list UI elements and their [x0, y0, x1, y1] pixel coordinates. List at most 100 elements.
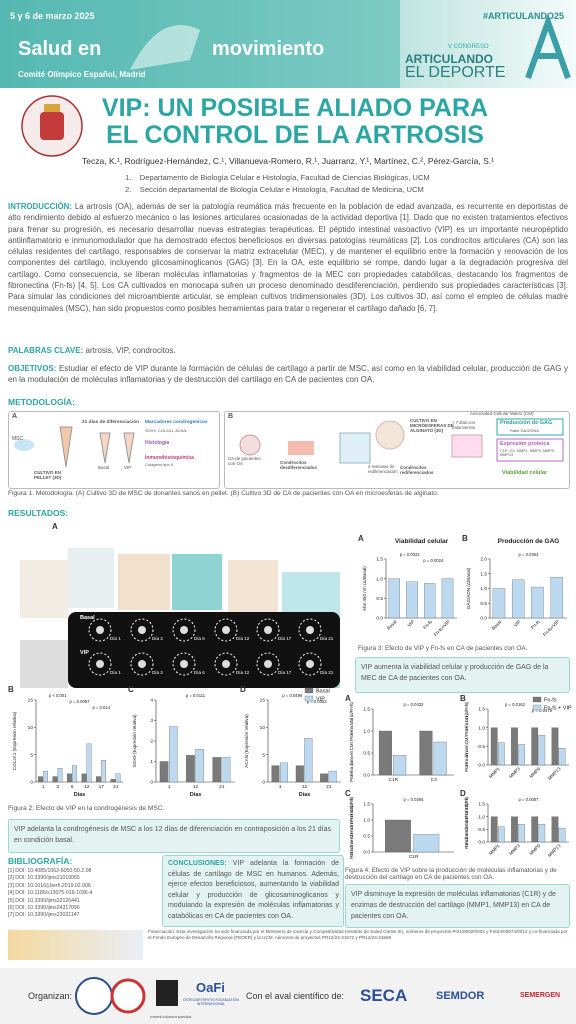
conclusion-box: VIP aumenta la viabilidad celular y prod… [355, 657, 570, 693]
y-tick-label: 10 [260, 725, 266, 731]
bar [52, 776, 58, 783]
chart-title: Producción de GAG [498, 538, 560, 545]
chart: B COL2A1 (Expresión relativa) 0 5 10 15 1 3 6 12 1… [8, 685, 123, 798]
y-tick-label: 15 [260, 698, 266, 704]
y-tick-label: 0.0 [376, 616, 383, 622]
organizer-logos [75, 977, 178, 1015]
day-label: Día 12 [236, 670, 250, 675]
y-tick-label: 0.5 [363, 751, 370, 757]
reference: [5] DOI: 10.3390/ijms22126441 [8, 897, 80, 904]
bar [280, 762, 288, 783]
pellet [180, 660, 188, 668]
logo-text: COMITÉ OLÍMPICO ESPAÑOL [150, 1015, 192, 1019]
day-label: Día 21 [320, 670, 334, 675]
x-axis-label: Días [74, 792, 86, 798]
x-tick-label: C3 [431, 777, 437, 783]
panel-label: D [460, 789, 466, 798]
x-tick-label: MMP1 [488, 766, 501, 779]
zoom-ring [130, 618, 154, 642]
zoom-ring [88, 652, 112, 676]
y-tick-label: 1.0 [480, 586, 487, 592]
y-tick-label: 1.0 [363, 729, 370, 735]
x-tick-label: 1 [168, 784, 171, 790]
footer-label: Organizan: [28, 991, 73, 1001]
header-band [0, 0, 400, 88]
y-tick-label: 5 [262, 752, 265, 758]
microscopy-panel: Día 1 Día 3 Día 6 Día 12 Día 17 Día 21 Día 1 Dí… [20, 548, 340, 688]
bar [101, 759, 106, 783]
athlete [130, 25, 200, 70]
logo-text: SEMERGEN [520, 992, 561, 999]
bar [271, 765, 280, 783]
x-tick-label: 12 [193, 784, 199, 790]
y-tick-label: 0.0 [363, 850, 370, 856]
x-tick-label: 17 [99, 784, 105, 790]
zoom-ring [256, 618, 280, 642]
label: C1R, C3, MMP1, MMP3, MMP9, MMP13 [500, 449, 555, 457]
bar [38, 776, 43, 783]
label: Condrocitos rediferenciados [400, 465, 434, 475]
x-tick-label: Basal [491, 619, 503, 631]
bar [518, 744, 525, 766]
pellet [96, 660, 104, 668]
bar [221, 757, 231, 783]
bar [96, 776, 101, 783]
logo [110, 978, 146, 1014]
bar [538, 824, 546, 843]
footer-label: Con el aval científico de: [246, 991, 345, 1001]
legend-swatch [532, 696, 542, 703]
venue: Comité Olímpico Español, Madrid [18, 70, 146, 79]
x-tick-label: 6 [71, 784, 74, 790]
bar [441, 578, 454, 619]
bar [195, 749, 204, 783]
x-tick-label: MMP13 [547, 843, 562, 858]
day-label: Día 6 [194, 636, 205, 641]
congress-name: ARTICULANDO [405, 52, 493, 66]
authors: Tecza, K.¹, Rodríguez-Hernández, C.¹, Vi… [82, 156, 494, 166]
conclusion: VIP adelanta la condrogénesis de MSC a l… [14, 826, 332, 844]
label: CA de pacientes con OA [228, 456, 261, 466]
panel [224, 411, 570, 489]
bar [497, 826, 505, 843]
reference: [6] DOI: 10.3390/ijms24317096 [8, 905, 80, 912]
bar [531, 727, 539, 766]
y-tick-label: 0.5 [376, 596, 383, 602]
conclusions: CONCLUSIONES: VIP adelanta la formación … [168, 859, 339, 923]
panel-label: A [358, 534, 364, 543]
logo-text: OaFi [196, 980, 225, 995]
p-value: p = 0.0087 [519, 797, 540, 802]
panel-label: B [462, 534, 468, 543]
panel-label: D [240, 685, 246, 694]
x-tick-label: 12 [302, 784, 308, 790]
y-axis-label: Proteína diana en sobrenadante / Proteín… [464, 797, 469, 849]
bar [295, 765, 304, 783]
label: Marcadores condrogénicos [145, 420, 208, 425]
bar [67, 773, 72, 783]
y-tick-label: 1.5 [363, 707, 370, 713]
x-tick-label: Fn-fs [422, 619, 433, 630]
y-tick-label: 1.0 [363, 818, 370, 824]
bibliography: [1] DOI: 10.4085/1062-6050-50.2.08 [2] DO… [8, 868, 158, 920]
y-tick-label: 0.5 [363, 834, 370, 840]
y-tick-label: 0.0 [363, 773, 370, 779]
bar [186, 755, 195, 783]
legend-label: VIP [316, 697, 325, 703]
bar [490, 816, 498, 843]
event-title: Salud en [18, 38, 102, 60]
legend-swatch [532, 704, 542, 711]
chart: D ACAN (Expresión relativa) 0 5 10 15 1 12 21 Día… [240, 685, 341, 798]
legend-label: Basal [316, 689, 330, 695]
zoom-ring [298, 618, 322, 642]
day-label: Día 1 [110, 670, 121, 675]
panel-label: A [12, 413, 18, 420]
reference: [4] DOI: 10.1186/s13075-016-1036-4 [8, 890, 93, 897]
pellet [138, 660, 146, 668]
p-value: p = 0.0394 [404, 797, 425, 802]
section-heading: OBJETIVOS: [8, 364, 57, 373]
introduction: INTRODUCCIÓN: La artrosis (OA), además d… [8, 201, 568, 314]
